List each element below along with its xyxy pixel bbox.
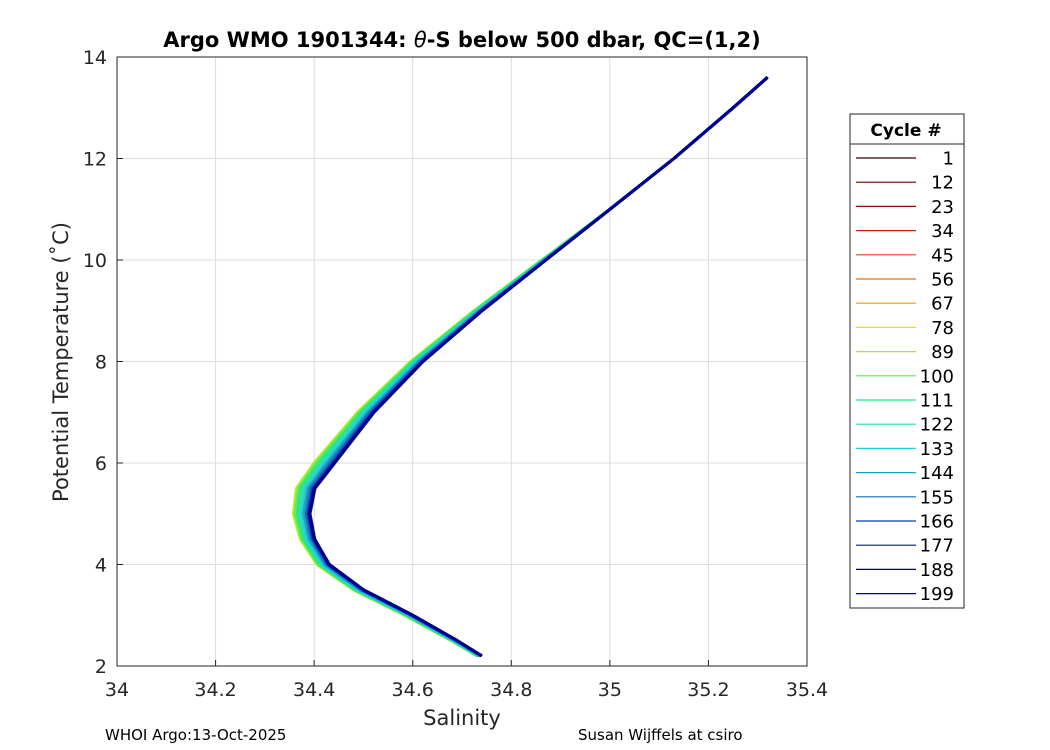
profile-line-cycle-89 [291,76,769,658]
legend: Cycle # 1 12 23 34 45 56 67 78 89 100 111 122 133 144… [849,113,965,609]
profile-line-cycle-177 [307,76,769,658]
profile-line-cycle-155 [304,76,769,658]
profile-line-cycle-34 [305,76,769,658]
y-axis-label: Potential Temperature (˚C) [49,222,73,502]
x-axis-label: Salinity [423,706,501,730]
legend-label-67: 67 [931,294,954,315]
profile-line-cycle-133 [299,76,769,658]
y-tick-label: 6 [95,453,107,475]
y-tick-label: 4 [95,555,107,577]
profile-lines [291,76,769,658]
x-tick-label: 34.8 [490,679,532,701]
profile-line-cycle-144 [302,76,769,658]
legend-label-12: 12 [931,173,954,194]
legend-label-78: 78 [931,318,954,339]
legend-label-23: 23 [931,197,954,218]
legend-box [849,113,965,609]
footer-credit-right: Susan Wijffels at csiro [578,726,743,744]
x-tick-label: 34 [105,679,129,701]
legend-label-199: 199 [920,584,954,605]
profile-line-cycle-67 [299,76,769,658]
legend-label-122: 122 [920,415,954,436]
legend-title: Cycle # [870,121,941,141]
profile-line-cycle-111 [295,76,769,658]
x-tick-label: 34.4 [293,679,335,701]
profile-line-cycle-23 [306,76,769,658]
footer-credit-left: WHOI Argo:13-Oct-2025 [105,726,287,744]
legend-label-34: 34 [931,221,954,242]
legend-entries: 1 12 23 34 45 56 67 78 89 100 111 122 133 144 155 166 17… [856,149,954,605]
x-axis-ticks: 34 34.2 34.4 34.6 34.8 35 35.2 35.4 [105,660,828,701]
x-tick-label: 35.4 [786,679,828,701]
legend-label-111: 111 [920,391,954,412]
y-axis-ticks: 2 4 6 8 10 12 14 [83,47,123,678]
legend-label-144: 144 [920,463,954,484]
legend-label-1: 1 [943,149,954,170]
x-tick-label: 34.6 [392,679,434,701]
legend-label-45: 45 [931,245,954,266]
legend-label-100: 100 [920,366,954,387]
legend-label-89: 89 [931,342,954,363]
profile-line-cycle-1 [307,76,769,658]
profile-line-cycle-122 [297,76,769,658]
y-tick-label: 2 [95,656,107,678]
legend-label-188: 188 [920,560,954,581]
grid-lines [116,56,808,667]
legend-label-155: 155 [920,487,954,508]
x-tick-label: 35.2 [687,679,729,701]
profile-line-cycle-100 [293,76,769,658]
y-tick-label: 12 [83,149,107,171]
profile-line-cycle-56 [303,76,769,658]
profile-line-cycle-188 [308,76,769,658]
chart-title: Argo WMO 1901344: θ-S below 500 dbar, QC… [163,28,760,52]
profile-line-cycle-45 [304,76,769,658]
y-tick-label: 8 [95,352,107,374]
profile-line-cycle-78 [295,76,769,658]
profile-line-cycle-12 [307,76,769,658]
legend-label-177: 177 [920,536,954,557]
y-tick-label: 14 [83,47,107,69]
legend-label-133: 133 [920,439,954,460]
x-tick-label: 35 [598,679,622,701]
legend-label-56: 56 [931,270,954,291]
profile-line-cycle-199 [307,76,769,658]
profile-line-cycle-166 [306,76,769,658]
y-tick-label: 10 [83,250,107,272]
legend-label-166: 166 [920,512,954,533]
x-tick-label: 34.2 [194,679,236,701]
